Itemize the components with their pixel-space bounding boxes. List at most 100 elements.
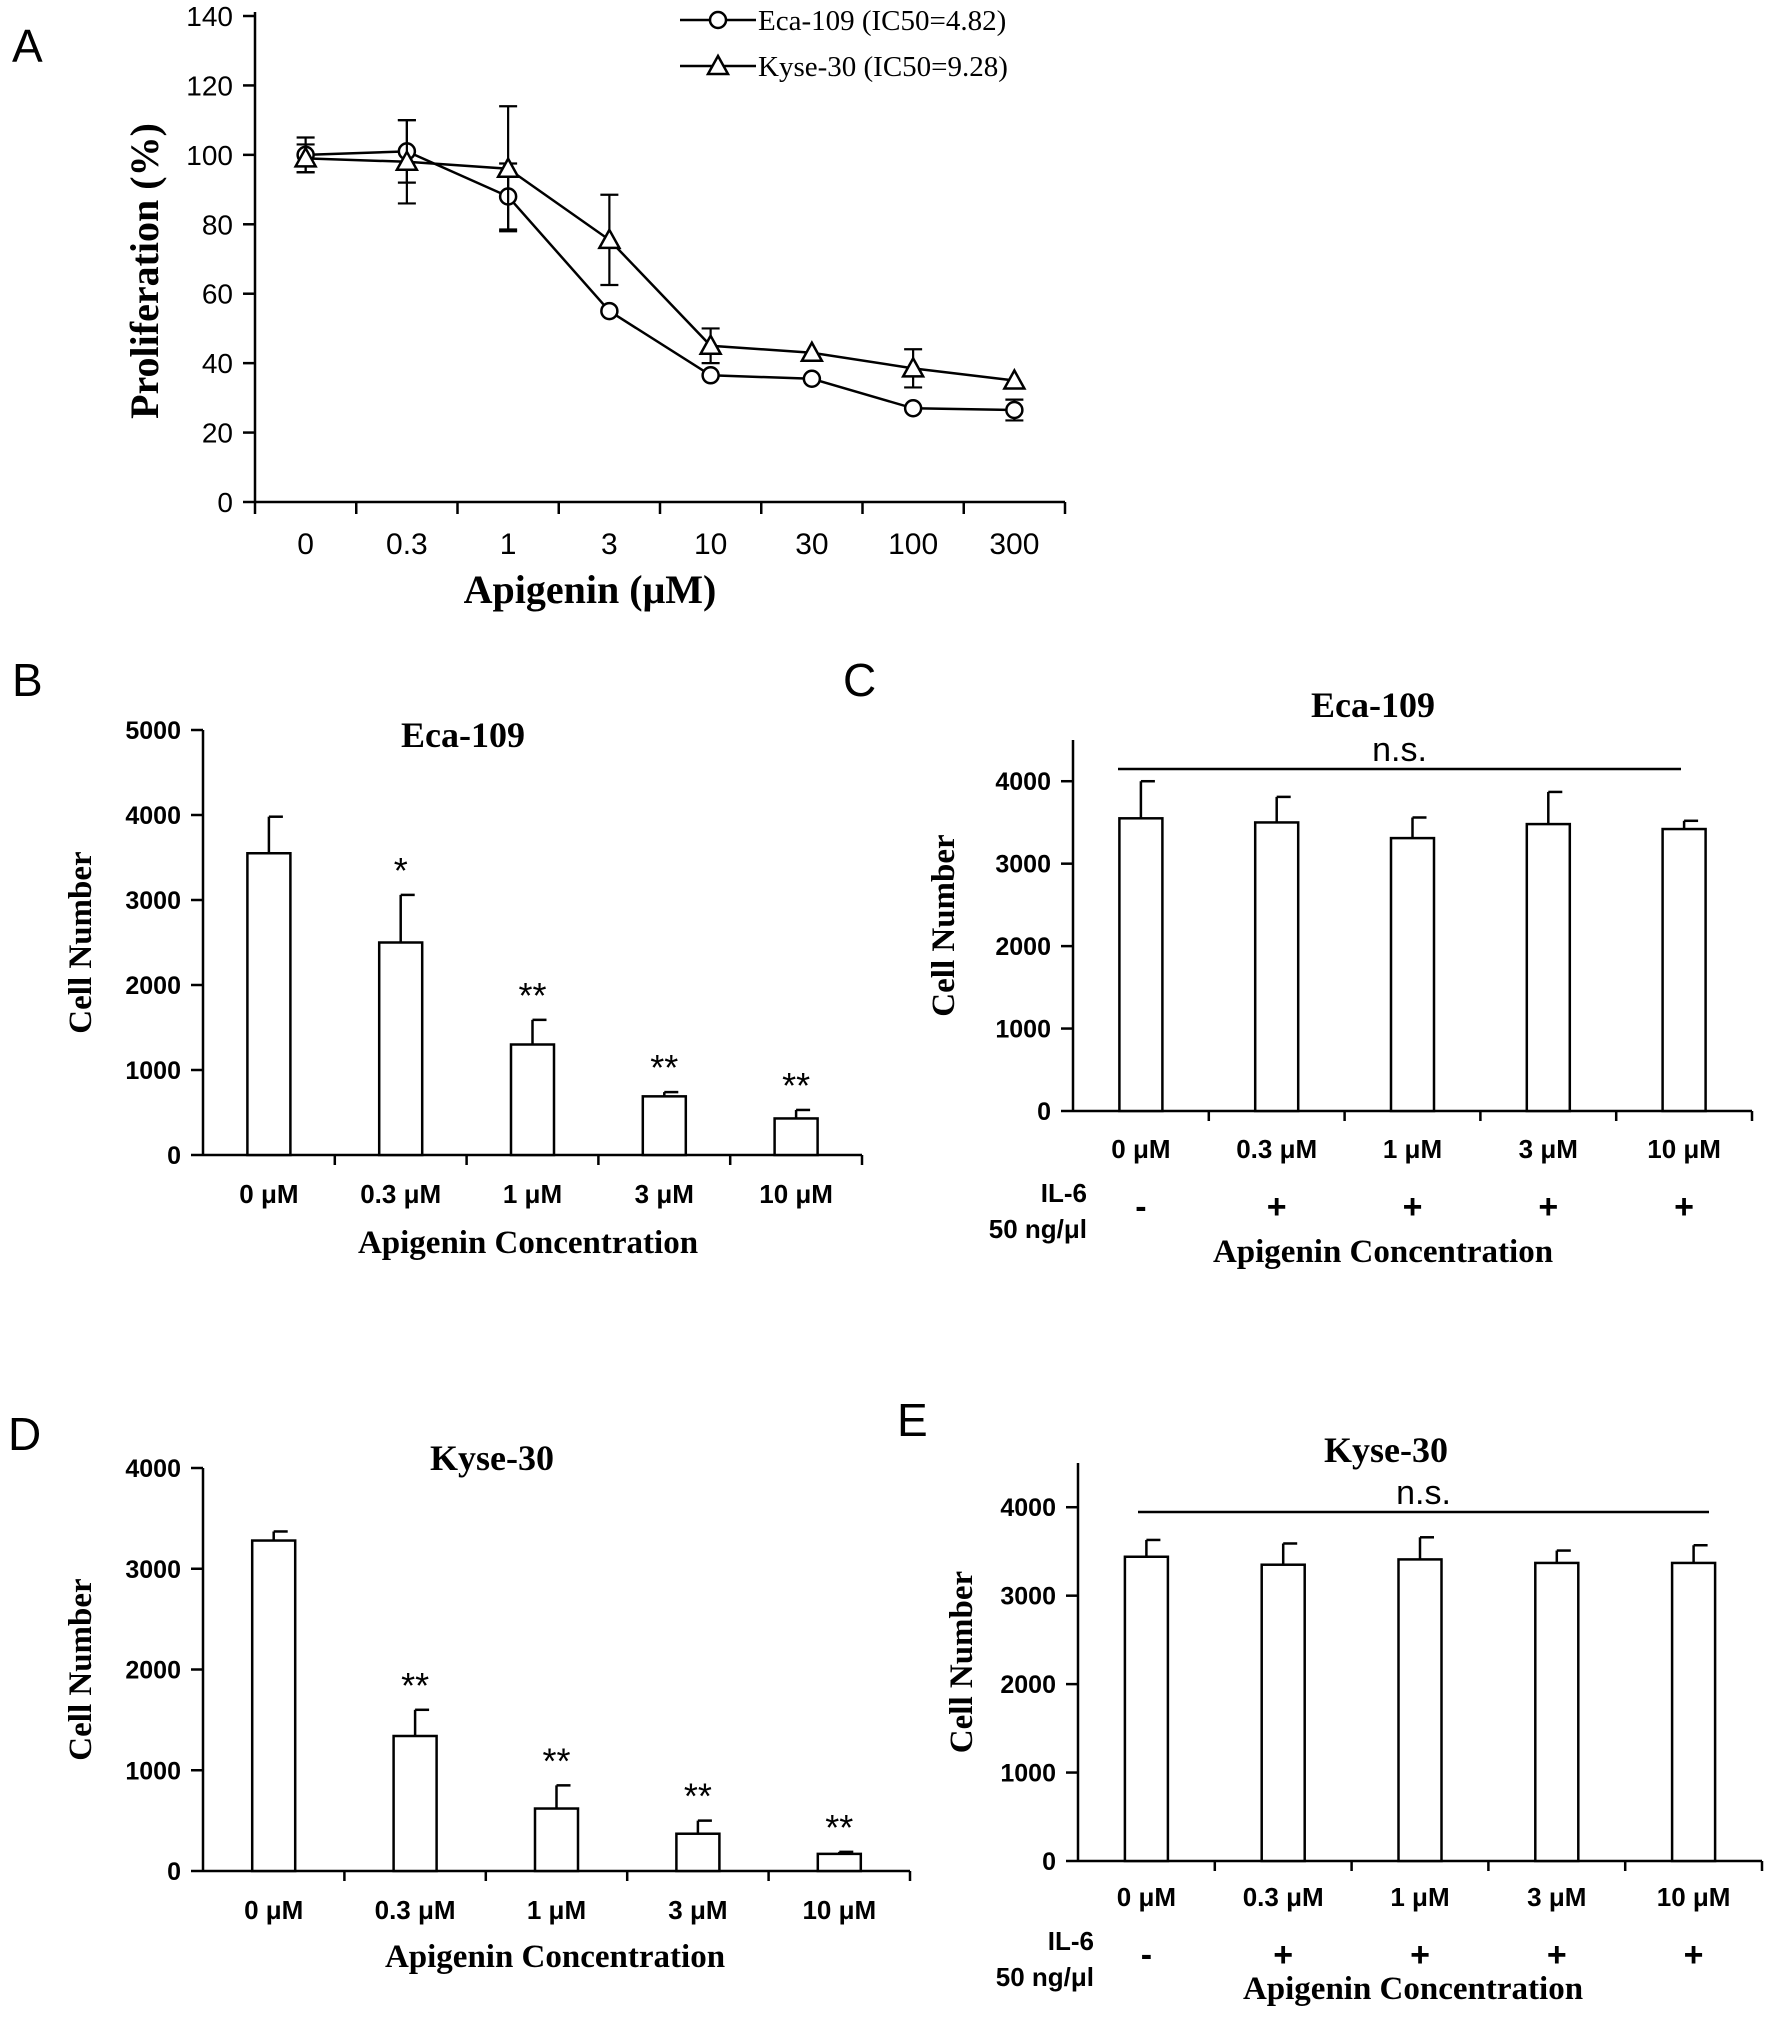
bar bbox=[773, 1117, 819, 1157]
y-tick-label: 2000 bbox=[995, 933, 1051, 961]
data-point bbox=[600, 301, 619, 321]
treatment-label: IL-6 bbox=[1041, 1178, 1087, 1208]
bar bbox=[816, 1852, 863, 1873]
data-point bbox=[802, 369, 822, 389]
treatment-sign: + bbox=[1410, 1936, 1430, 1974]
y-tick-label: 1000 bbox=[125, 1057, 181, 1085]
bar bbox=[641, 1095, 688, 1157]
significance-marker: ** bbox=[518, 975, 546, 1016]
significance-marker: ** bbox=[684, 1776, 712, 1817]
significance-marker: ** bbox=[650, 1047, 678, 1088]
y-tick-label: 140 bbox=[186, 1, 233, 32]
x-category-label: 1 μM bbox=[1390, 1882, 1449, 1912]
panel-a-line-chart: 0 20 40 60 80 100 120 140 0 0.3 1 3 10 30 100 300 Apigen… bbox=[122, 1, 1067, 612]
panel-e-bar-chart: 0 1000 2000 3000 4000 0 μM 0.3 μM 1 μM 3 μM 10 μM… bbox=[944, 1430, 1764, 2007]
x-category-label: 0.3 μM bbox=[375, 1895, 456, 1925]
x-axis-title: Apigenin (μM) bbox=[464, 567, 717, 612]
bar bbox=[246, 852, 292, 1157]
chart-layer: 0 20 40 60 80 100 120 140 0 0.3 1 3 10 30 100 300 Apigen… bbox=[63, 1, 1764, 2007]
panel-label-d: D bbox=[8, 1408, 41, 1460]
x-category-label: 10 μM bbox=[759, 1179, 833, 1209]
y-axis-title: Cell Number bbox=[63, 851, 99, 1033]
treatment-sign: - bbox=[1141, 1936, 1152, 1974]
x-category-label: 0 μM bbox=[1111, 1134, 1170, 1164]
x-category-label: 0.3 μM bbox=[360, 1179, 441, 1209]
x-tick-label: 100 bbox=[888, 528, 938, 561]
y-tick-label: 1000 bbox=[995, 1016, 1051, 1044]
treatment-label: 50 ng/μl bbox=[996, 1962, 1094, 1992]
y-tick-label: 4000 bbox=[125, 1455, 181, 1483]
x-category-label: 1 μM bbox=[1383, 1134, 1442, 1164]
x-category-label: 3 μM bbox=[1527, 1882, 1586, 1912]
treatment-sign: + bbox=[1403, 1188, 1423, 1226]
treatment-sign: + bbox=[1674, 1188, 1694, 1226]
y-tick-label: 80 bbox=[202, 209, 233, 240]
x-tick-label: 1 bbox=[500, 528, 517, 561]
y-tick-label: 2000 bbox=[125, 972, 181, 1000]
series-kyse-30 bbox=[293, 105, 1027, 390]
x-category-label: 1 μM bbox=[527, 1895, 586, 1925]
treatment-label: IL-6 bbox=[1048, 1926, 1094, 1956]
panel-label-b: B bbox=[12, 654, 43, 706]
panel-label-e: E bbox=[897, 1394, 928, 1446]
bar bbox=[1534, 1561, 1580, 1863]
ns-annotation: n.s. bbox=[1396, 1474, 1451, 1512]
treatment-sign: + bbox=[1684, 1936, 1704, 1974]
x-tick-label: 300 bbox=[989, 528, 1039, 561]
y-tick-label: 0 bbox=[167, 1142, 181, 1170]
y-tick-label: 120 bbox=[186, 70, 233, 101]
x-category-label: 10 μM bbox=[1657, 1882, 1731, 1912]
y-tick-label: 0 bbox=[1042, 1848, 1056, 1876]
panel-label-c: C bbox=[843, 654, 876, 706]
y-axis-title: Proliferation (%) bbox=[122, 123, 167, 419]
x-category-label: 3 μM bbox=[635, 1179, 694, 1209]
bar bbox=[1661, 827, 1707, 1113]
data-point bbox=[496, 156, 521, 178]
legend-label: Eca-109 (IC50=4.82) bbox=[758, 5, 1006, 37]
bar bbox=[1397, 1558, 1443, 1863]
significance-marker: * bbox=[394, 850, 408, 891]
data-point bbox=[903, 399, 923, 418]
chart-title: Eca-109 bbox=[1311, 685, 1435, 725]
y-tick-label: 3000 bbox=[1000, 1583, 1056, 1611]
x-tick-label: 10 bbox=[694, 528, 727, 561]
x-category-label: 0.3 μM bbox=[1236, 1134, 1317, 1164]
y-tick-label: 2000 bbox=[1000, 1671, 1056, 1699]
y-tick-label: 1000 bbox=[1000, 1760, 1056, 1788]
x-axis-title: Apigenin Concentration bbox=[358, 1225, 698, 1261]
y-tick-label: 0 bbox=[167, 1858, 181, 1886]
data-point bbox=[597, 227, 622, 250]
x-tick-label: 3 bbox=[601, 528, 618, 561]
y-tick-label: 0 bbox=[217, 487, 233, 518]
treatment-sign: + bbox=[1547, 1936, 1567, 1974]
bar bbox=[1670, 1561, 1717, 1863]
legend-label: Kyse-30 (IC50=9.28) bbox=[758, 51, 1008, 83]
y-tick-label: 2000 bbox=[125, 1657, 181, 1685]
y-tick-label: 100 bbox=[186, 140, 233, 171]
data-point bbox=[1005, 400, 1024, 420]
bar bbox=[1118, 817, 1164, 1113]
bar bbox=[1525, 822, 1572, 1113]
y-axis-title: Cell Number bbox=[63, 1578, 99, 1760]
bar bbox=[675, 1832, 721, 1873]
y-tick-label: 4000 bbox=[995, 768, 1051, 796]
legend-marker bbox=[705, 53, 731, 76]
x-category-label: 10 μM bbox=[1647, 1134, 1721, 1164]
panel-d-bar-chart: 0 1000 2000 3000 4000 ** ** ** ** 0 μM 0.3 μM 1 μM 3… bbox=[63, 1438, 912, 1975]
x-axis-title: Apigenin Concentration bbox=[1213, 1234, 1553, 1270]
legend-marker bbox=[708, 10, 728, 30]
data-point bbox=[293, 145, 318, 168]
y-tick-label: 40 bbox=[202, 348, 233, 379]
x-category-label: 10 μM bbox=[802, 1895, 876, 1925]
data-point bbox=[799, 340, 824, 362]
significance-marker: ** bbox=[782, 1065, 810, 1106]
x-category-label: 3 μM bbox=[1519, 1134, 1578, 1164]
y-axis-title: Cell Number bbox=[926, 834, 962, 1016]
treatment-sign: + bbox=[1267, 1188, 1287, 1226]
y-tick-label: 4000 bbox=[125, 802, 181, 830]
x-category-label: 0.3 μM bbox=[1243, 1882, 1324, 1912]
y-tick-label: 1000 bbox=[125, 1757, 181, 1785]
y-axis-title: Cell Number bbox=[944, 1571, 980, 1753]
y-tick-label: 3000 bbox=[125, 887, 181, 915]
